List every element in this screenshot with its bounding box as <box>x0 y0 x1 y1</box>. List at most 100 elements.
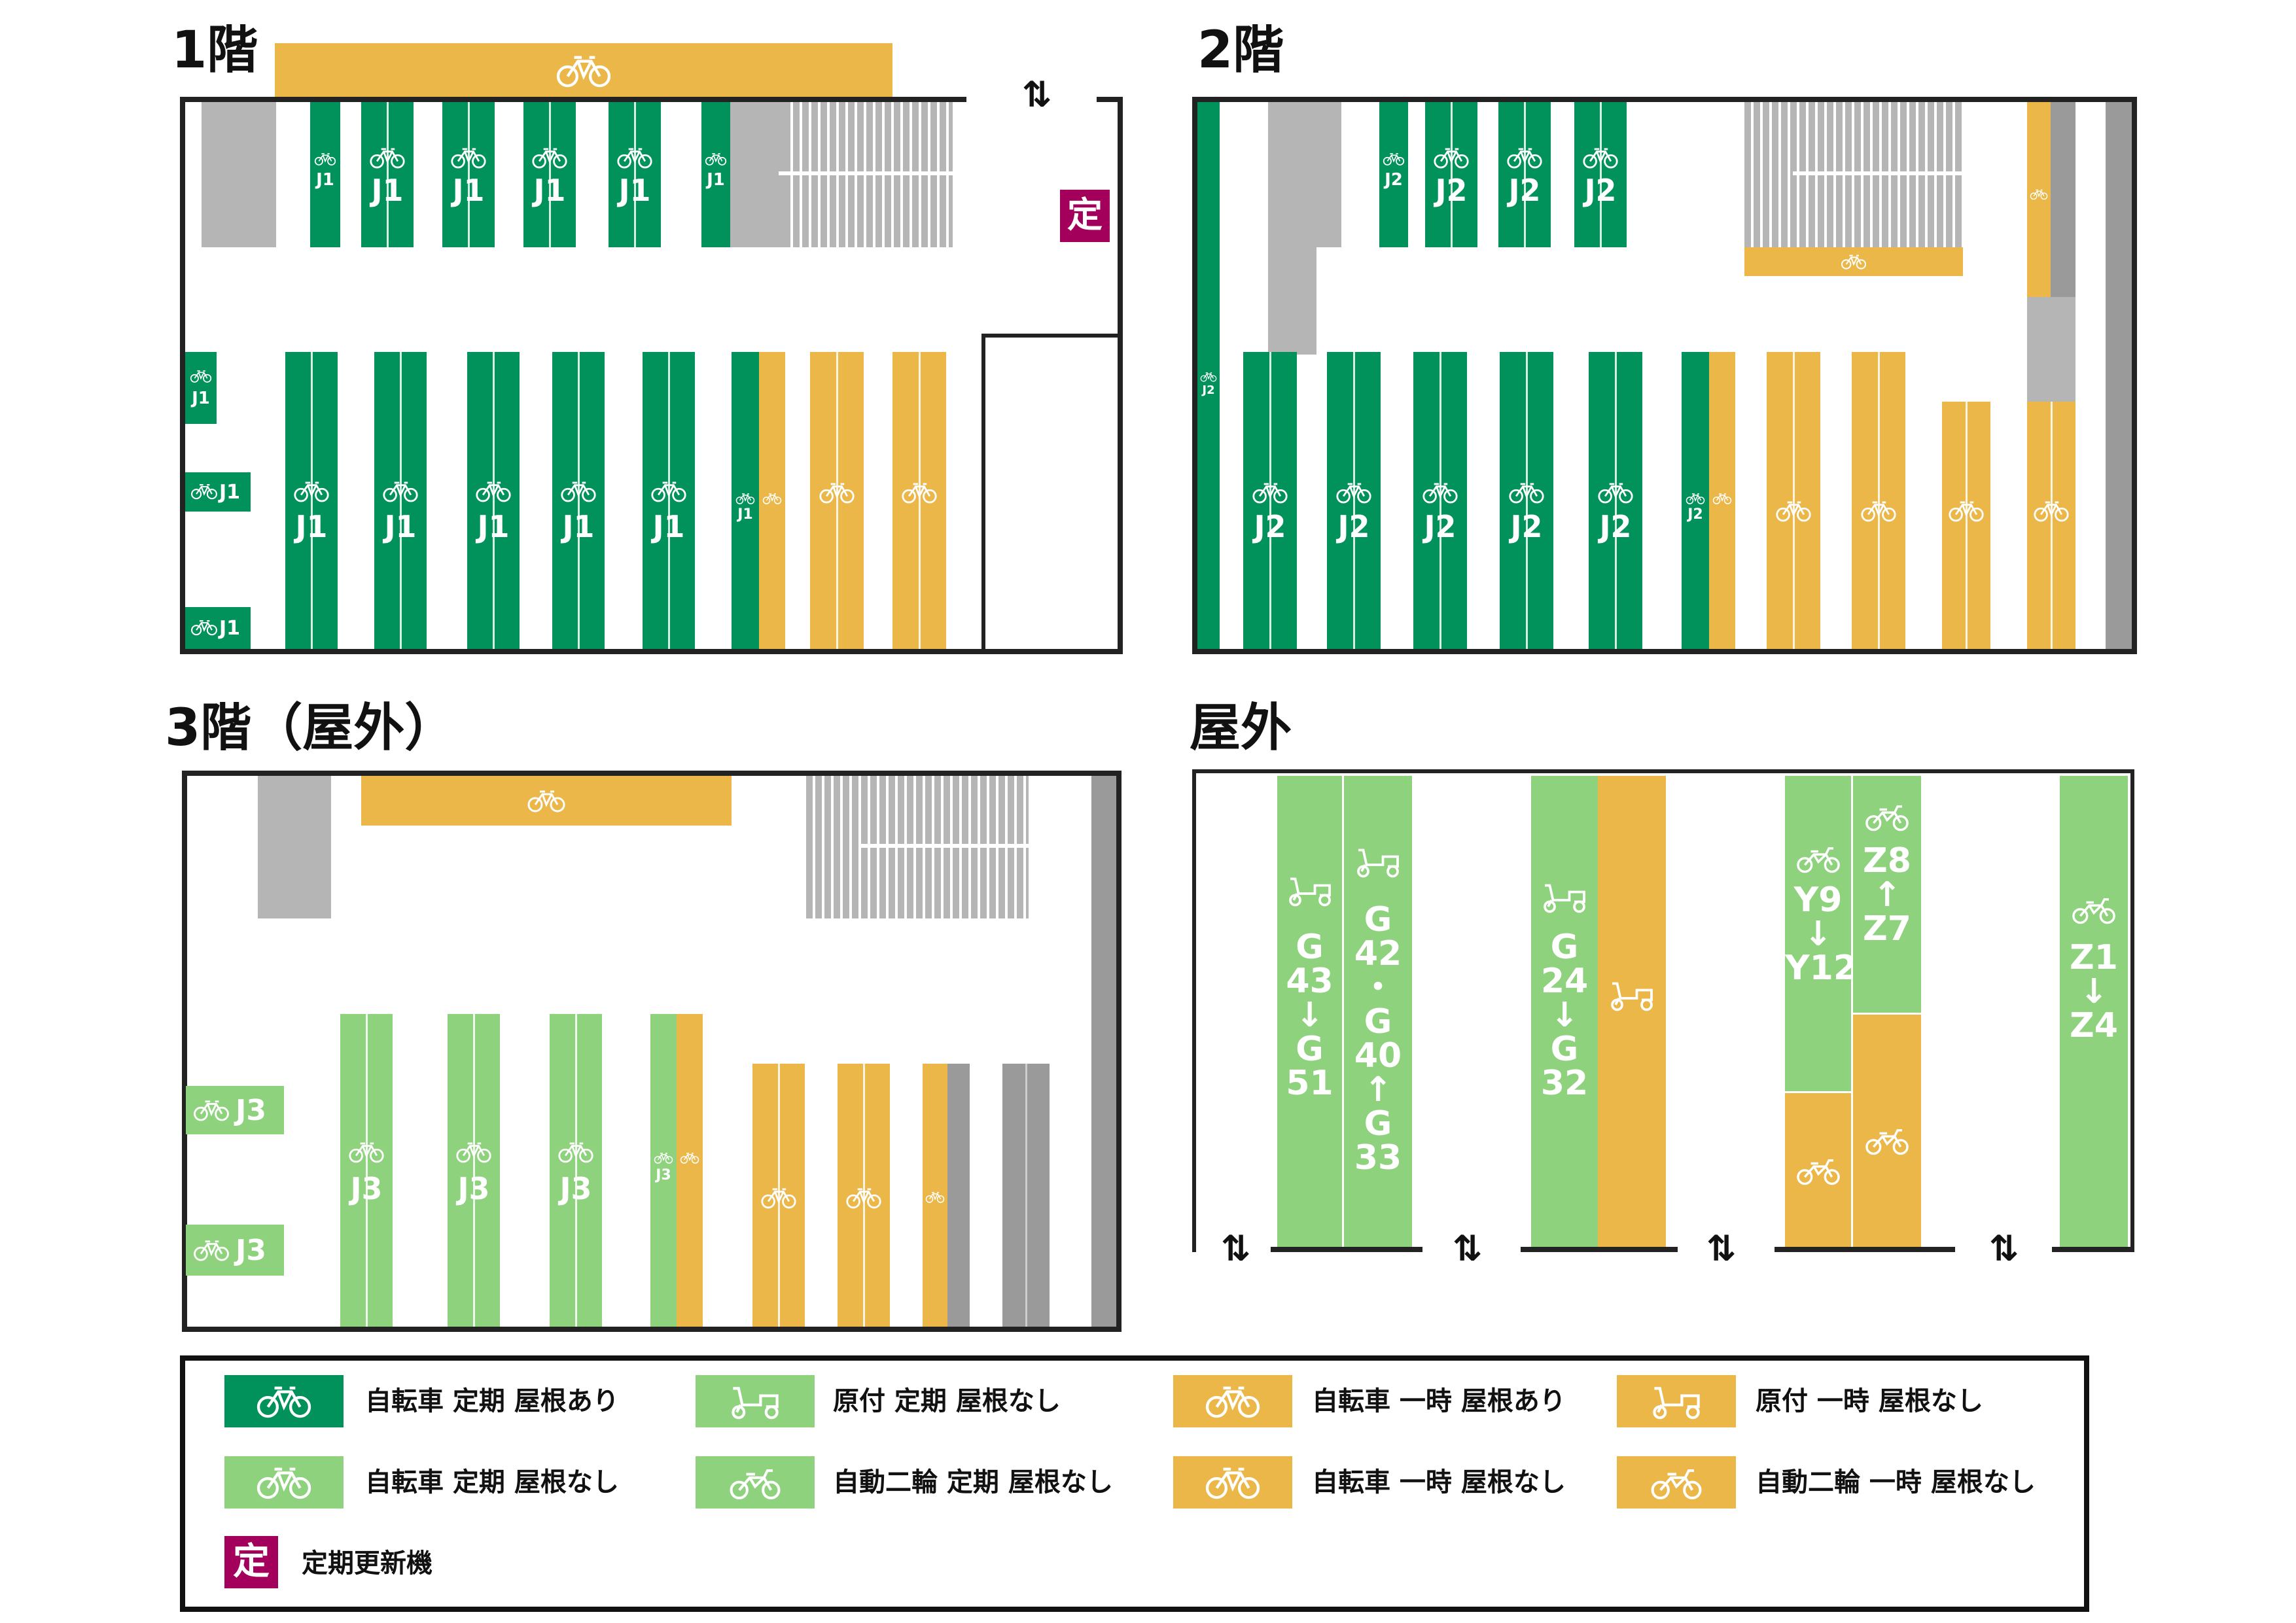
bike-slot: J2 <box>1500 352 1553 649</box>
temp-bike-slot <box>759 352 785 649</box>
bike-slot: J1 <box>609 102 661 247</box>
motorcycle-icon <box>1795 1156 1842 1186</box>
floor3-title: 3階（屋外） <box>165 699 456 758</box>
temp-bike-slot <box>838 1064 890 1327</box>
bicycle-icon <box>1252 481 1288 504</box>
motorcycle-icon <box>726 1465 784 1501</box>
motorcycle-slot-z8-z7: Z8 ↑ Z7 <box>1853 776 1921 1013</box>
bicycle-icon <box>1582 147 1619 169</box>
legend-label: 原付 一時 屋根なし <box>1756 1386 1983 1416</box>
scooter-slot-g24-g32: G 24 ↓ G 32 <box>1531 776 1598 1247</box>
bicycle-icon <box>1948 500 1985 522</box>
scooter-icon <box>1539 881 1590 913</box>
bike-slot: J3 <box>186 1086 284 1134</box>
scooter-slot-g42-g33: G 42 ・ G 40 ↑ G 33 <box>1344 776 1412 1247</box>
direction-arrows: ⇅ <box>1221 1228 1251 1269</box>
temp-bike-slot <box>677 1014 703 1327</box>
legend-label: 定期更新機 <box>302 1548 433 1579</box>
scooter-icon <box>728 1383 783 1420</box>
bike-slot: J2 <box>1498 102 1551 247</box>
temp-bike-row-top-f1 <box>275 43 892 97</box>
bicycle-icon <box>762 492 782 505</box>
bicycle-icon <box>314 152 336 166</box>
bicycle-icon <box>560 480 597 502</box>
bicycle-icon <box>348 1141 385 1163</box>
floor2-title: 2階 <box>1197 21 1284 80</box>
temp-motorcycle-slot <box>1785 1091 1853 1247</box>
temp-bike-slot <box>752 1064 805 1327</box>
outdoor-title: 屋外 <box>1190 699 1292 758</box>
bicycle-icon <box>190 369 212 383</box>
legend-swatch <box>224 1456 344 1509</box>
bicycle-icon <box>455 1141 492 1163</box>
bicycle-icon <box>1422 481 1458 504</box>
scooter-icon <box>1284 874 1335 907</box>
legend-swatch <box>696 1375 815 1427</box>
bicycle-icon <box>382 480 419 502</box>
pillar <box>1268 102 1341 247</box>
bicycle-icon <box>475 480 512 502</box>
bicycle-icon <box>192 1099 230 1121</box>
bicycle-icon <box>369 147 406 169</box>
scooter-slot-g43-g51: G 43 ↓ G 51 <box>1277 776 1344 1247</box>
bicycle-icon <box>2033 500 2070 522</box>
bicycle-icon <box>819 481 855 504</box>
bicycle-icon <box>531 147 568 169</box>
bike-slot: J1 <box>185 472 251 512</box>
wall-strip <box>947 1064 970 1327</box>
bike-slot: J1 <box>185 352 217 424</box>
legend-swatch <box>696 1456 815 1509</box>
bike-slot: J1 <box>185 607 251 649</box>
bicycle-icon <box>760 1187 797 1209</box>
legend-label: 自動二輪 定期 屋根なし <box>833 1467 1113 1497</box>
legend-label: 自動二輪 一時 屋根なし <box>1756 1467 2036 1497</box>
temp-scooter-slot <box>1598 776 1666 1247</box>
bike-slot: J1 <box>523 102 576 247</box>
bike-slot: J1 <box>701 102 730 247</box>
legend-swatch <box>1173 1456 1292 1509</box>
legend-swatch <box>224 1375 344 1427</box>
bike-slot: J3 <box>186 1225 284 1276</box>
wall-strip <box>2106 102 2132 649</box>
legend-swatch <box>1173 1375 1292 1427</box>
bike-slot: J1 <box>442 102 495 247</box>
motorcycle-slot-z1-z4: Z1 ↓ Z4 <box>2060 776 2128 1247</box>
pillar <box>1268 247 1316 355</box>
direction-arrows: ⇅ <box>1989 1228 2019 1269</box>
bike-slot: J2 <box>1197 102 1220 649</box>
pillar <box>258 776 331 918</box>
bike-slot: J2 <box>1379 102 1408 247</box>
temp-bike-slot <box>1767 352 1820 649</box>
bike-slot: J1 <box>310 102 340 247</box>
temp-bike-slot <box>1709 352 1735 649</box>
outdoor-frame <box>1192 769 2134 1252</box>
temp-bike-slot <box>810 352 864 649</box>
bicycle-icon <box>654 1151 673 1164</box>
motorcycle-icon <box>1648 1465 1705 1501</box>
legend-label: 自転車 定期 屋根なし <box>365 1467 619 1497</box>
bicycle-icon <box>557 1141 594 1163</box>
temp-bike-slot <box>1942 402 1990 649</box>
bicycle-icon <box>1433 147 1470 169</box>
bicycle-icon <box>1383 152 1405 166</box>
bicycle-icon <box>1200 372 1217 382</box>
bike-slot: J1 <box>552 352 605 649</box>
wall-strip <box>1091 776 1116 1327</box>
temp-motorcycle-slot <box>1853 1013 1921 1247</box>
temp-bike-slot <box>2027 102 2051 297</box>
bike-slot: J2 <box>1682 352 1709 649</box>
legend-label: 自転車 定期 屋根あり <box>365 1386 619 1416</box>
bicycle-icon <box>1203 1465 1263 1499</box>
bicycle-icon <box>735 492 755 505</box>
direction-arrows: ⇅ <box>1706 1228 1737 1269</box>
bicycle-icon <box>901 481 938 504</box>
bicycle-icon <box>650 480 687 502</box>
bicycle-icon <box>293 480 330 502</box>
legend-label: 原付 定期 屋根なし <box>833 1386 1061 1416</box>
wall-strip <box>1002 1064 1050 1327</box>
legend-swatch <box>1617 1456 1736 1509</box>
bicycle-icon <box>1841 254 1867 270</box>
bike-slot: J1 <box>643 352 695 649</box>
bicycle-icon <box>1508 481 1545 504</box>
legend-label: 自転車 一時 屋根あり <box>1312 1386 1566 1416</box>
